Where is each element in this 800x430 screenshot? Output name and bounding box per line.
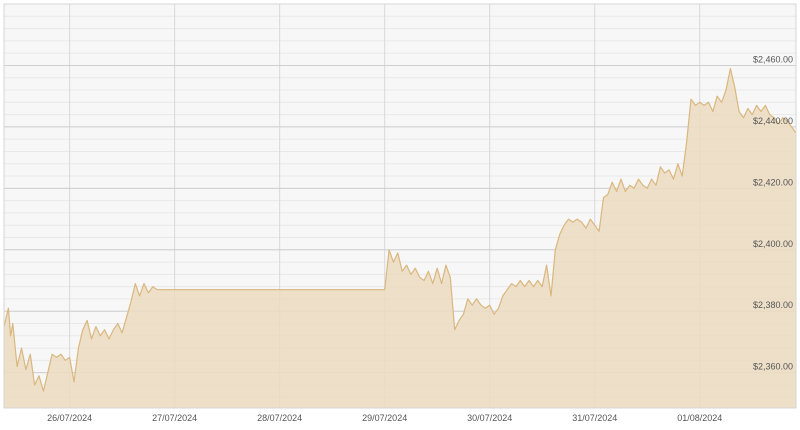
y-tick-label: $2,380.00 (753, 300, 793, 310)
x-tick-label: 26/07/2024 (47, 413, 92, 423)
y-tick-label: $2,440.00 (753, 116, 793, 126)
x-tick-label: 01/08/2024 (677, 413, 722, 423)
x-tick-label: 27/07/2024 (152, 413, 197, 423)
x-tick-label: 29/07/2024 (362, 413, 407, 423)
y-tick-label: $2,400.00 (753, 239, 793, 249)
y-tick-label: $2,460.00 (753, 54, 793, 64)
y-axis-labels: $2,360.00 $2,380.00 $2,400.00 $2,420.00 $2,4… (753, 54, 793, 371)
y-tick-label: $2,420.00 (753, 177, 793, 187)
x-tick-label: 31/07/2024 (572, 413, 617, 423)
x-axis-labels: 26/07/2024 27/07/2024 28/07/2024 29/07/2024… (47, 413, 722, 423)
y-tick-label: $2,360.00 (753, 362, 793, 372)
x-tick-label: 30/07/2024 (467, 413, 512, 423)
series-line (3, 67, 797, 392)
price-area (3, 67, 797, 408)
x-tick-label: 28/07/2024 (257, 413, 302, 423)
series-area-fill (4, 68, 796, 408)
plot-border (3, 3, 797, 409)
